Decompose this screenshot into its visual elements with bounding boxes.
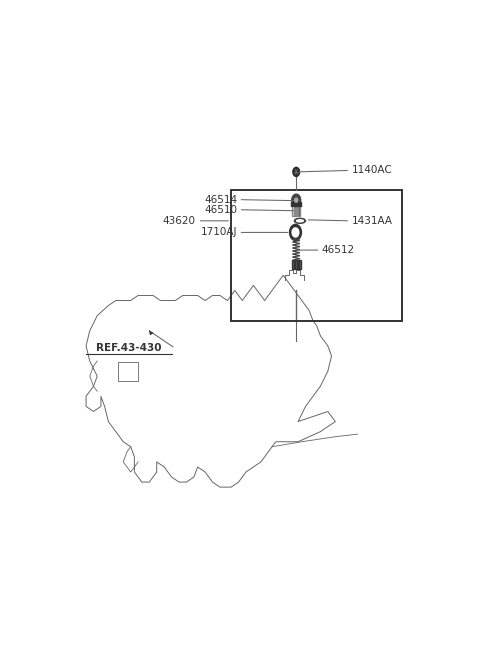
Text: 1140AC: 1140AC [352, 166, 392, 176]
Text: 46514: 46514 [204, 195, 237, 204]
Circle shape [295, 198, 298, 202]
Circle shape [289, 225, 301, 240]
Bar [292, 260, 300, 269]
Circle shape [293, 168, 300, 176]
Bar [231, 189, 402, 321]
Text: 46512: 46512 [322, 245, 355, 255]
Ellipse shape [294, 218, 305, 223]
Bar [118, 362, 138, 381]
Bar [292, 204, 300, 215]
Bar [291, 202, 301, 206]
Text: 1431AA: 1431AA [352, 216, 393, 226]
Text: 1710AJ: 1710AJ [201, 227, 237, 237]
Text: REF.43-430: REF.43-430 [96, 343, 162, 354]
Ellipse shape [297, 220, 303, 222]
Text: 46510: 46510 [204, 205, 237, 215]
Circle shape [292, 194, 300, 206]
Text: 43620: 43620 [163, 216, 196, 226]
Circle shape [292, 228, 299, 237]
